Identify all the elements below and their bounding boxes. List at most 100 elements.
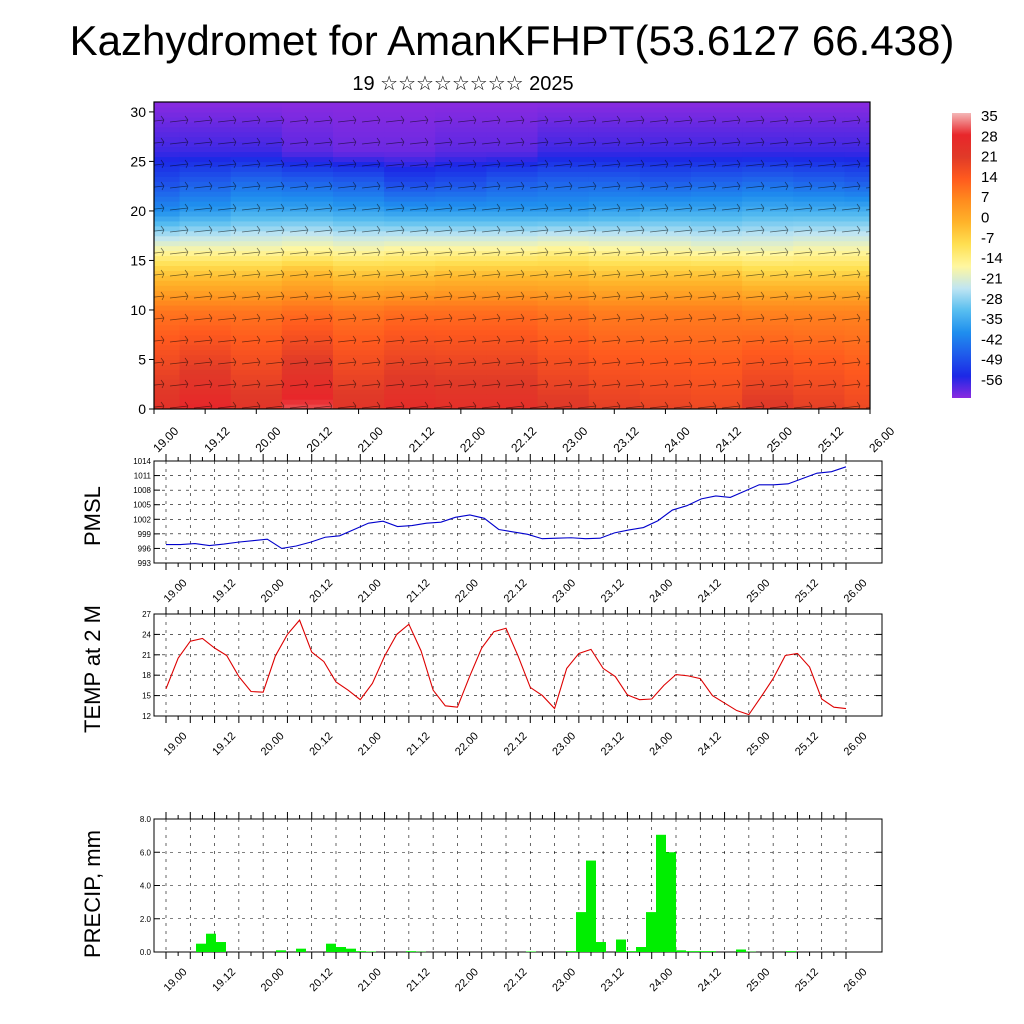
y-tick-label: 18: [142, 671, 151, 680]
y-tick-label: 27: [142, 610, 151, 619]
precip-bar: [696, 951, 706, 952]
y-tick-label: 1008: [133, 486, 151, 495]
precip-bar: [276, 950, 286, 952]
x-tick-label: 23.00: [550, 577, 578, 605]
x-tick-label: 25.12: [793, 577, 821, 605]
x-tick-label: 19.00: [150, 424, 181, 455]
x-tick-label: 25.12: [793, 966, 821, 994]
x-tick-label: 19.00: [162, 730, 190, 758]
x-tick-label: 22.00: [457, 424, 488, 455]
x-tick-label: 25.00: [764, 424, 795, 455]
precip-bar: [636, 947, 646, 952]
precip-bar: [596, 942, 606, 952]
colorbar-label: 21: [981, 149, 998, 166]
chart-subtitle: 19 ☆☆☆☆☆☆☆☆ 2025: [352, 73, 574, 95]
x-tick-label: 24.00: [647, 966, 675, 994]
x-tick-label: 26.00: [866, 424, 897, 455]
y-tick-label: 1011: [134, 472, 152, 481]
precip-bar: [666, 852, 676, 952]
x-tick-label: 22.12: [508, 424, 539, 455]
colorbar-label: 14: [981, 169, 998, 186]
colorbar: 35 28 21 14 7 0 -7 -14 -21 -28 -35 -42 -49 -56: [952, 108, 1003, 398]
y-tick-label: 996: [138, 544, 152, 553]
y-tick-label: 5: [138, 351, 146, 367]
x-tick-label: 21.12: [404, 577, 432, 605]
x-tick-label: 25.00: [744, 730, 772, 758]
y-tick-label: 12: [142, 712, 151, 721]
x-tick-label: 19.00: [162, 966, 190, 994]
x-tick-label: 21.00: [356, 966, 384, 994]
precip-bar: [406, 951, 416, 952]
precip-bar: [706, 951, 716, 952]
x-tick-label: 21.12: [404, 966, 432, 994]
grid: [154, 818, 882, 953]
x-tick-label: 20.00: [259, 966, 287, 994]
precip-bar: [676, 950, 686, 952]
series-line: [165, 619, 847, 716]
precip-bar: [786, 951, 796, 952]
x-tick-label: 24.12: [696, 577, 724, 605]
precip-bar: [686, 951, 696, 952]
precip-bar: [616, 939, 626, 952]
colorbar-label: 7: [981, 189, 989, 206]
precip-bar: [626, 951, 636, 952]
x-tick-label: 20.12: [307, 577, 335, 605]
y-tick-label: 999: [138, 530, 152, 539]
precip-bar: [576, 912, 586, 952]
x-tick-label: 20.12: [304, 424, 335, 455]
y-tick-label: 15: [142, 692, 151, 701]
x-tick-label: 22.12: [502, 577, 530, 605]
x-tick-label: 19.12: [201, 424, 232, 455]
x-tick-label: 23.12: [611, 424, 642, 455]
y-tick-label: 6.0: [140, 848, 152, 857]
precip-bar: [206, 933, 216, 952]
colorbar-label: -7: [981, 230, 994, 247]
precip-bar: [646, 912, 656, 952]
y-tick-label: 20: [130, 203, 146, 219]
colorbar-label: -28: [981, 291, 1003, 308]
colorbar-gradient: [952, 113, 971, 398]
precip-bar: [336, 947, 346, 952]
y-tick-label: 8.0: [140, 815, 152, 824]
x-tick-label: 20.12: [307, 730, 335, 758]
grid: [154, 460, 882, 564]
x-tick-label: 24.00: [647, 730, 675, 758]
x-tick-label: 25.12: [815, 424, 846, 455]
x-tick-label: 24.12: [696, 966, 724, 994]
precip-bar: [586, 860, 596, 952]
colorbar-label: -21: [981, 270, 1003, 287]
temp-panel: 12 15 18 21 24 27 19.00 19.12 20.00 20.12 21.00 21.…: [142, 607, 883, 758]
x-tick-label: 23.12: [599, 966, 627, 994]
precip-bar: [356, 951, 366, 952]
colorbar-label: -14: [981, 250, 1003, 267]
y-tick-label: 24: [142, 630, 151, 639]
y-tick-label: 993: [138, 559, 152, 568]
x-tick-label: 21.00: [356, 577, 384, 605]
colorbar-label: -35: [981, 311, 1003, 328]
x-tick-label: 22.12: [502, 966, 530, 994]
y-tick-label: 0.0: [140, 948, 152, 957]
x-tick-label: 19.00: [162, 577, 190, 605]
precip-bar: [346, 948, 356, 952]
y-tick-label: 1005: [133, 501, 151, 510]
x-tick-label: 23.00: [550, 966, 578, 994]
colorbar-label: 28: [981, 128, 998, 145]
x-tick-label: 25.12: [793, 730, 821, 758]
y-tick-label: 10: [130, 302, 146, 318]
x-tick-label: 26.00: [842, 966, 870, 994]
wind-barbs: [154, 102, 870, 409]
x-tick-label: 22.12: [502, 730, 530, 758]
colorbar-label: 35: [981, 108, 998, 125]
colorbar-label: 0: [981, 210, 989, 227]
y-tick-label: 30: [130, 104, 146, 120]
x-tick-label: 20.12: [307, 966, 335, 994]
precip-panel: 0.0 2.0 4.0 6.0 8.0 19.00 19.12 20.00 20.12 21.00…: [140, 812, 883, 994]
x-tick-label: 20.00: [253, 424, 284, 455]
precip-axis-label: PRECIP, mm: [80, 830, 105, 958]
x-tick-label: 19.12: [210, 730, 238, 758]
x-tick-label: 22.00: [453, 966, 481, 994]
x-tick-label: 23.12: [599, 730, 627, 758]
x-tick-label: 26.00: [842, 577, 870, 605]
series-line: [166, 466, 847, 550]
